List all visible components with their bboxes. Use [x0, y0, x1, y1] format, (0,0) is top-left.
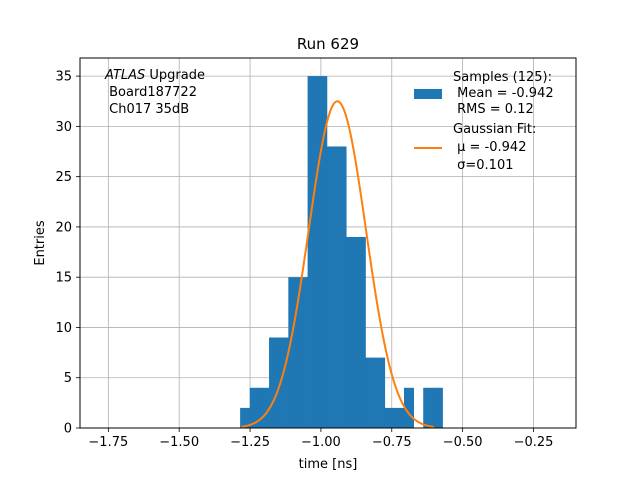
y-axis-ticks: 0 5 10 15 20 25 30 35 [55, 70, 80, 437]
legend-samples-line3: RMS = 0.12 [453, 102, 534, 117]
x-tick-label: −0.50 [443, 435, 483, 450]
histogram-bar [288, 277, 299, 428]
histogram-bar [403, 387, 414, 428]
x-tick-label: −1.25 [230, 435, 270, 450]
annotation-upgrade: Upgrade [145, 68, 205, 83]
legend-fit-line3: σ=0.101 [453, 158, 513, 173]
histogram-bar [375, 357, 386, 428]
y-axis-label: Entries [33, 220, 48, 266]
histogram-bar [307, 76, 318, 428]
y-tick-label: 35 [55, 70, 72, 85]
annotation-board: Board187722 [105, 85, 197, 100]
histogram-bar [336, 146, 347, 428]
x-tick-label: −1.00 [301, 435, 341, 450]
chart-title: Run 629 [297, 35, 359, 53]
y-tick-label: 10 [55, 321, 72, 336]
x-tick-label: −1.75 [88, 435, 128, 450]
histogram-bar [249, 387, 260, 428]
gaussian-fit-curve [241, 100, 435, 428]
x-tick-label: −0.25 [514, 435, 554, 450]
x-axis-ticks: −1.75 −1.50 −1.25 −1.00 −0.75 −0.50 −0.25 [88, 428, 553, 450]
svg-text:ATLAS Upgrade: ATLAS Upgrade [104, 68, 205, 83]
x-tick-label: −0.75 [372, 435, 412, 450]
histogram-bar [259, 387, 270, 428]
histogram-bar [297, 277, 308, 428]
histogram-bar [365, 357, 376, 428]
histogram-bar [355, 236, 366, 428]
histogram-bar [278, 337, 289, 428]
y-tick-label: 5 [64, 371, 72, 386]
y-tick-label: 20 [55, 220, 72, 235]
legend-fit-line1: Gaussian Fit: [453, 122, 536, 137]
y-tick-label: 15 [55, 271, 72, 286]
legend-fit-line2: μ = -0.942 [453, 140, 526, 155]
histogram-bar [394, 407, 405, 428]
histogram-bars [240, 76, 443, 428]
plot-frame [79, 57, 577, 429]
legend: Samples (125): Mean = -0.942 RMS = 0.12 … [414, 70, 554, 173]
histogram-bar [384, 407, 395, 428]
x-axis-label: time [ns] [299, 457, 358, 472]
annotation-channel: Ch017 35dB [105, 102, 189, 117]
y-tick-label: 25 [55, 170, 72, 185]
legend-samples-swatch [414, 89, 442, 99]
legend-samples-line1: Samples (125): [453, 70, 552, 85]
histogram-bar [423, 387, 434, 428]
histogram-bar [317, 76, 328, 428]
histogram-bar [240, 407, 251, 428]
histogram-bar [346, 236, 357, 428]
y-tick-label: 30 [55, 120, 72, 135]
histogram-bar [326, 146, 337, 428]
atlas-annotation: ATLAS Upgrade Board187722 Ch017 35dB [104, 68, 205, 117]
legend-samples-line2: Mean = -0.942 [453, 86, 554, 101]
annotation-atlas: ATLAS [104, 68, 145, 83]
x-tick-label: −1.50 [159, 435, 199, 450]
y-tick-label: 0 [64, 422, 72, 437]
histogram-bar [269, 337, 280, 428]
histogram-bar [432, 387, 443, 428]
